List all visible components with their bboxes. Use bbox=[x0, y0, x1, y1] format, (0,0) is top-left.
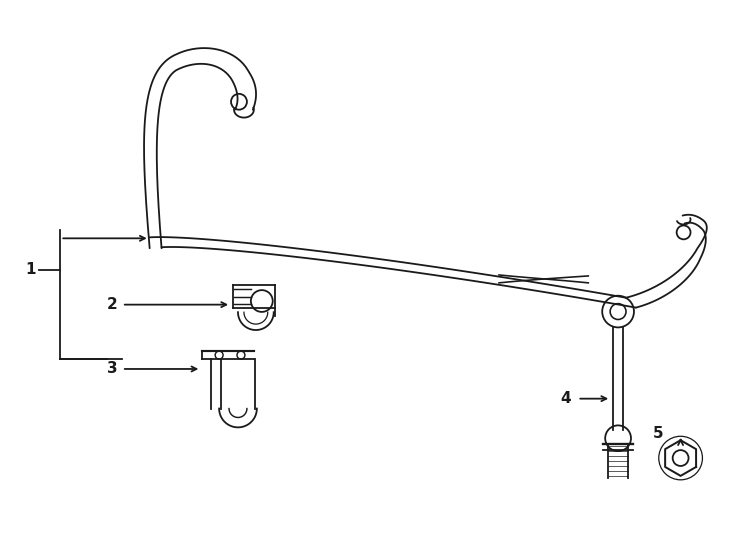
Text: 4: 4 bbox=[560, 391, 571, 406]
Text: 3: 3 bbox=[106, 361, 117, 376]
Text: 1: 1 bbox=[25, 262, 36, 278]
Text: 2: 2 bbox=[106, 297, 117, 312]
Text: 5: 5 bbox=[653, 426, 663, 441]
